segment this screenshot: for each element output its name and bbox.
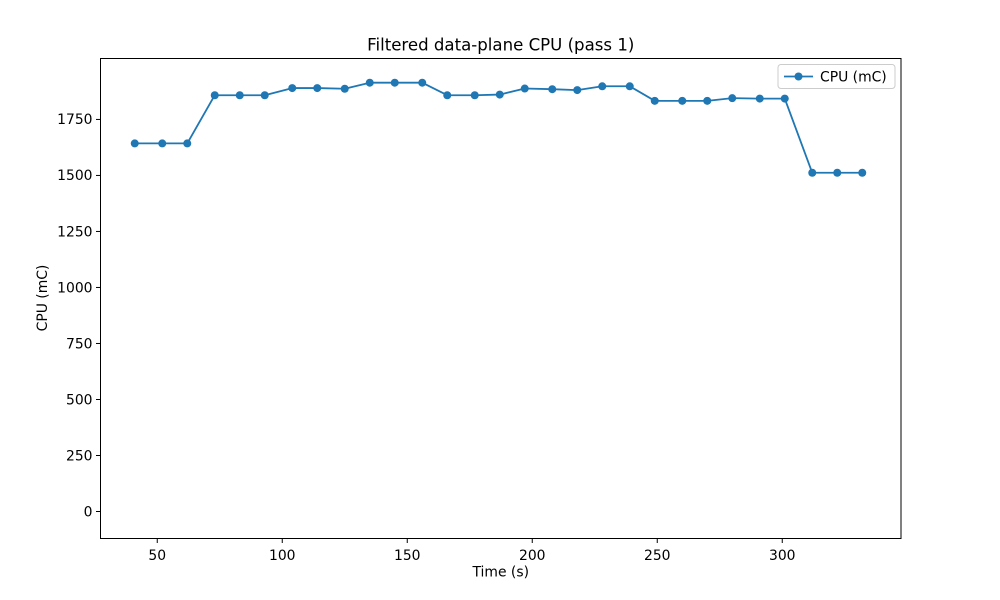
data-point bbox=[235, 91, 244, 100]
x-tick-label: 300 bbox=[769, 548, 796, 564]
y-tick-label: 1500 bbox=[57, 168, 92, 184]
y-tick-label: 500 bbox=[66, 392, 93, 408]
chart-title: Filtered data-plane CPU (pass 1) bbox=[367, 36, 634, 55]
y-axis-label: CPU (mC) bbox=[35, 265, 51, 332]
data-point bbox=[548, 85, 557, 94]
data-point bbox=[520, 84, 529, 93]
x-tick-label: 100 bbox=[269, 548, 296, 564]
plot-area bbox=[100, 58, 902, 539]
data-point bbox=[340, 84, 349, 93]
data-point bbox=[260, 91, 269, 100]
y-tick-label: 0 bbox=[84, 504, 93, 520]
data-point bbox=[598, 82, 607, 91]
x-tick-label: 150 bbox=[394, 548, 421, 564]
y-tick-label: 1000 bbox=[57, 280, 92, 296]
data-point bbox=[650, 96, 659, 105]
data-point bbox=[158, 139, 167, 148]
data-point bbox=[365, 78, 374, 87]
data-point bbox=[210, 91, 219, 100]
data-point bbox=[183, 139, 192, 148]
y-tick-label: 250 bbox=[66, 448, 93, 464]
legend-label: CPU (mC) bbox=[820, 69, 887, 85]
x-axis-label: Time (s) bbox=[472, 565, 530, 581]
legend: CPU (mC) bbox=[777, 64, 896, 89]
axis-ticks: 0 250 500 750 1000 1250 1500 1750 50 100 150 200 250… bbox=[57, 112, 795, 564]
data-point bbox=[443, 91, 452, 100]
data-point bbox=[678, 96, 687, 105]
data-point bbox=[390, 78, 399, 87]
y-tick-label: 1250 bbox=[57, 224, 92, 240]
data-point bbox=[625, 82, 634, 91]
data-point bbox=[858, 168, 867, 177]
data-point bbox=[130, 139, 139, 148]
y-tick-label: 1750 bbox=[57, 112, 92, 128]
y-tick-label: 750 bbox=[66, 336, 93, 352]
data-point bbox=[703, 96, 712, 105]
x-tick-label: 50 bbox=[148, 548, 166, 564]
data-point bbox=[495, 90, 504, 99]
data-point bbox=[755, 94, 764, 103]
data-point bbox=[418, 78, 427, 87]
data-point bbox=[808, 168, 817, 177]
x-tick-label: 200 bbox=[519, 548, 546, 564]
series-layer bbox=[130, 78, 867, 177]
legend-marker-icon bbox=[794, 72, 803, 81]
x-tick-label: 250 bbox=[644, 548, 671, 564]
data-point bbox=[728, 94, 737, 103]
data-point bbox=[288, 84, 297, 93]
legend-frame bbox=[777, 64, 896, 89]
data-point bbox=[573, 86, 582, 95]
data-point bbox=[470, 91, 479, 100]
data-point bbox=[833, 168, 842, 177]
data-point bbox=[313, 84, 322, 93]
data-point bbox=[780, 94, 789, 103]
